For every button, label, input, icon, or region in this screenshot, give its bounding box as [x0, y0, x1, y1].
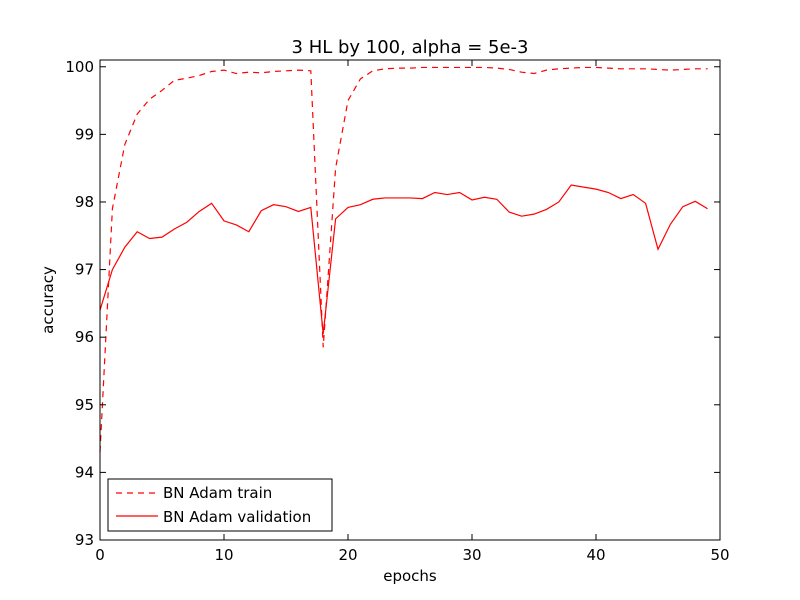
y-tick-label: 98 [75, 193, 94, 211]
x-tick-label: 20 [338, 546, 357, 564]
chart-title: 3 HL by 100, alpha = 5e-3 [292, 37, 529, 58]
y-tick-label: 99 [75, 125, 94, 143]
y-tick-label: 95 [75, 396, 94, 414]
y-tick-label: 94 [75, 463, 94, 481]
legend-box [107, 478, 333, 532]
legend: BN Adam train BN Adam validation [107, 478, 333, 532]
series-line-bn-adam-train [99, 66, 708, 453]
plot-frame [99, 59, 721, 541]
x-tick-label: 40 [586, 546, 605, 564]
y-tick-label: 93 [75, 531, 94, 549]
y-tick-label: 100 [65, 58, 94, 76]
axis-ticks: 0 10 20 30 40 50 93 94 95 96 97 98 99 100 [65, 58, 729, 564]
x-tick-label: 50 [710, 546, 729, 564]
y-tick-label: 97 [75, 261, 94, 279]
plot-area [99, 66, 708, 453]
y-axis-label: accuracy [39, 266, 57, 334]
x-tick-label: 10 [214, 546, 233, 564]
x-tick-label: 0 [95, 546, 105, 564]
legend-label-validation: BN Adam validation [163, 508, 311, 526]
x-tick-label: 30 [462, 546, 481, 564]
x-axis-label: epochs [383, 567, 437, 585]
legend-label-train: BN Adam train [163, 484, 272, 502]
series-line-bn-adam-validation [99, 184, 708, 334]
y-tick-label: 96 [75, 328, 94, 346]
